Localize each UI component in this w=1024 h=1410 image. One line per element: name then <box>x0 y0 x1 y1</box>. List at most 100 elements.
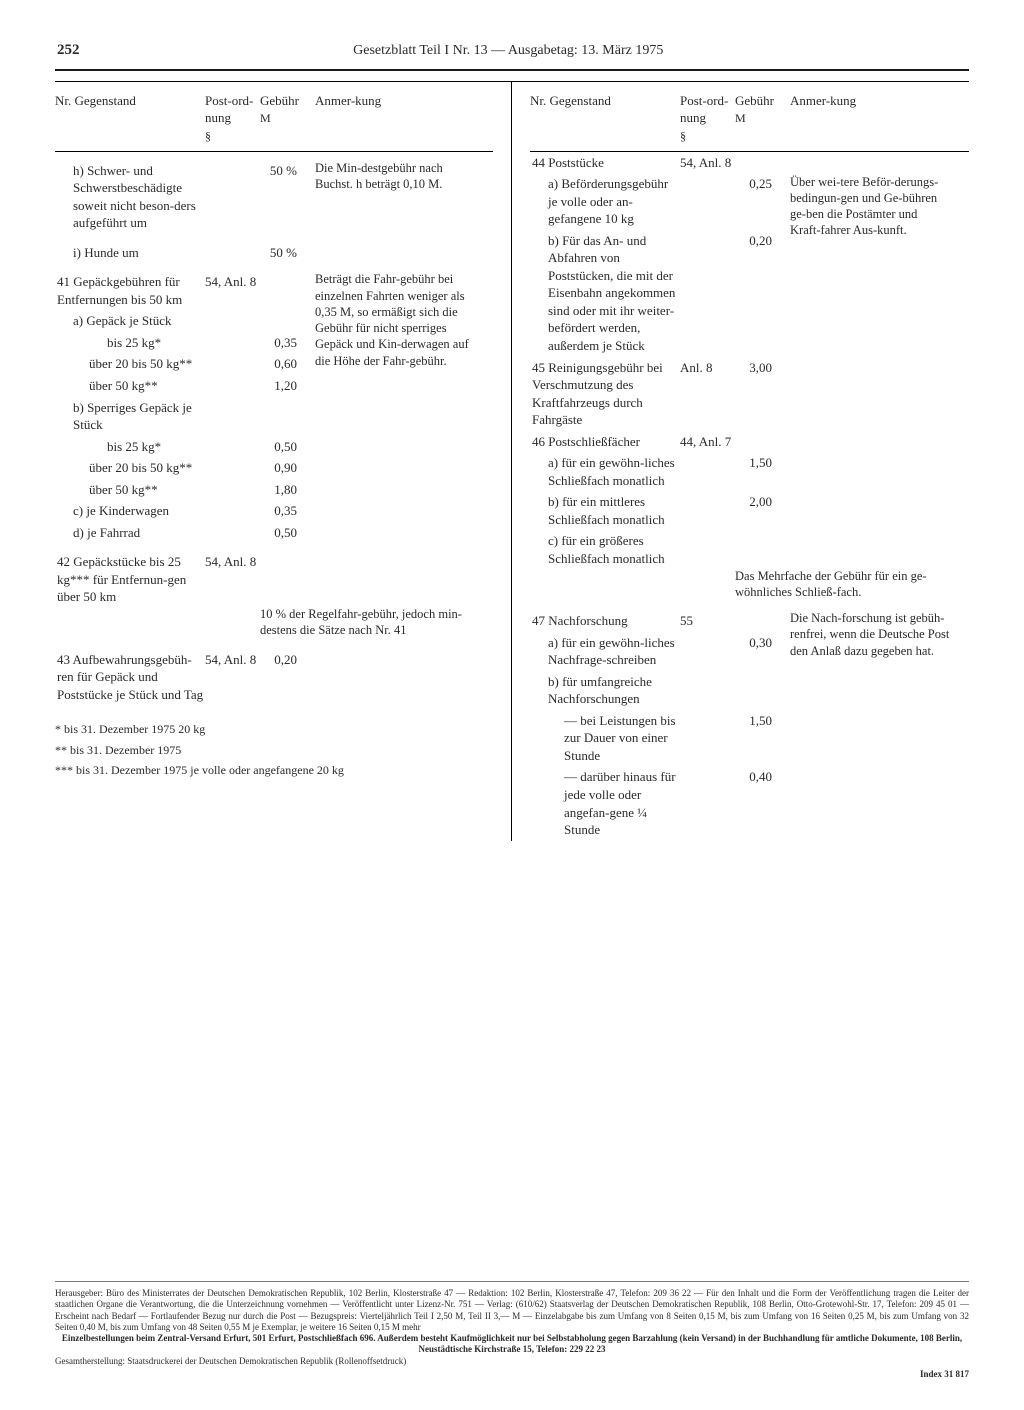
footnote-2: ** bis 31. Dezember 1975 <box>55 740 493 760</box>
fee-41a2: 0,60 <box>260 355 315 373</box>
hdr-gegenstand-r: Gegenstand <box>550 93 611 108</box>
hdr-gebuehr: Gebühr <box>260 93 299 108</box>
row-45: 45 Reinigungsgebühr bei Verschmutzung de… <box>530 357 969 431</box>
hdr-gegenstand: Gegenstand <box>75 93 136 108</box>
note-44: Über wei-tere Beför-derungs-bedingun-gen… <box>790 174 950 239</box>
row-44b: b) Für das An- und Abfahren von Poststüc… <box>530 230 969 357</box>
label-41a1: bis 25 kg* <box>55 334 205 352</box>
header-rule <box>55 69 969 71</box>
fee-47a: 0,30 <box>735 634 790 652</box>
num-42: 42 <box>57 554 70 569</box>
row-i: i) Hunde um 50 % <box>55 242 493 264</box>
fee-41b3: 1,80 <box>260 481 315 499</box>
hdr-nr: Nr. <box>55 93 71 108</box>
label-46b: b) für ein mittleres Schließfach monatli… <box>530 493 680 528</box>
imprint-line2: Einzelbestellungen beim Zentral-Versand … <box>55 1333 969 1356</box>
row-43: 43 Aufbewahrungsgebüh-ren für Gepäck und… <box>55 649 493 706</box>
row-41b: b) Sperriges Gepäck je Stück <box>55 397 493 436</box>
label-47a: a) für ein gewöhn-liches Nachfrage-schre… <box>530 634 680 669</box>
fee-41a3: 1,20 <box>260 377 315 395</box>
label-43: Aufbewahrungsgebüh-ren für Gepäck und Po… <box>57 652 203 702</box>
num-46: 46 <box>532 434 545 449</box>
right-column: Nr. Gegenstand Post-ord-nung § Gebühr M An… <box>512 82 969 841</box>
fee-41b2: 0,90 <box>260 459 315 477</box>
label-42: Gepäckstücke bis 25 kg*** für Entfernun-… <box>57 554 186 604</box>
label-46a: a) für ein gewöhn-liches Schließfach mon… <box>530 454 680 489</box>
label-i: i) Hunde um <box>55 244 205 262</box>
note-h: Die Min-destgebühr nach Buchst. h beträg… <box>315 160 475 193</box>
row-41b3: über 50 kg** 1,80 <box>55 479 493 501</box>
row-46a: a) für ein gewöhn-liches Schließfach mon… <box>530 452 969 491</box>
ord-42: 54, Anl. 8 <box>205 553 260 571</box>
fee-44a: 0,25 <box>735 175 790 193</box>
label-47b2: — darüber hinaus für jede volle oder ang… <box>530 768 680 838</box>
label-41c: c) je Kinderwagen <box>55 502 205 520</box>
hdr-anmerkung: Anmer-kung <box>315 92 493 145</box>
ord-41: 54, Anl. 8 <box>205 273 260 291</box>
ord-43: 54, Anl. 8 <box>205 651 260 669</box>
hdr-postordnung: Post-ord-nung <box>205 93 253 126</box>
table-header-left: Nr. Gegenstand Post-ord-nung§ GebührM An… <box>55 88 493 152</box>
note-46c: Das Mehrfache der Gebühr für ein ge-wöhn… <box>735 568 969 601</box>
fee-41d: 0,50 <box>260 524 315 542</box>
label-41d: d) je Fahrrad <box>55 524 205 542</box>
label-41: Gepäckgebühren für Entfernungen bis 50 k… <box>57 274 182 307</box>
note-41: Beträgt die Fahr-gebühr bei einzelnen Fa… <box>315 271 475 369</box>
hdr-paragraph-r: § <box>680 129 686 143</box>
row-41a3: über 50 kg** 1,20 <box>55 375 493 397</box>
label-41b1: bis 25 kg* <box>55 438 205 456</box>
row-42: 42 Gepäckstücke bis 25 kg*** für Entfern… <box>55 551 493 640</box>
num-43: 43 <box>57 652 70 667</box>
label-41b3: über 50 kg** <box>55 481 205 499</box>
ord-44: 54, Anl. 8 <box>680 154 735 172</box>
row-47b1: — bei Leistungen bis zur Dauer von einer… <box>530 710 969 767</box>
footnote-1: * bis 31. Dezember 1975 20 kg <box>55 719 493 739</box>
hdr-m-r: M <box>735 111 746 125</box>
row-41c: c) je Kinderwagen 0,35 <box>55 500 493 522</box>
num-41: 41 <box>57 274 70 289</box>
footnotes: * bis 31. Dezember 1975 20 kg ** bis 31.… <box>55 719 493 780</box>
fee-h: 50 % <box>260 162 315 180</box>
ord-46: 44, Anl. 7 <box>680 433 735 451</box>
fee-46a: 1,50 <box>735 454 790 472</box>
row-47b: b) für umfangreiche Nachforschungen <box>530 671 969 710</box>
row-46c: c) für ein größeres Schließfach monatlic… <box>530 530 969 602</box>
label-41b2: über 20 bis 50 kg** <box>55 459 205 477</box>
label-h: h) Schwer- und Schwerstbeschädigte sowei… <box>55 162 205 232</box>
table-header-right: Nr. Gegenstand Post-ord-nung § Gebühr M An… <box>530 88 969 152</box>
note-42: 10 % der Regelfahr-gebühr, jedoch min-de… <box>260 606 493 639</box>
fee-46b: 2,00 <box>735 493 790 511</box>
label-45: Reinigungsgebühr bei Verschmutzung des K… <box>532 360 663 428</box>
fee-47b2: 0,40 <box>735 768 790 786</box>
footnote-3: *** bis 31. Dezember 1975 je volle oder … <box>55 760 493 780</box>
row-44: 44 Poststücke 54, Anl. 8 <box>530 152 969 174</box>
imprint-line3: Gesamtherstellung: Staatsdruckerei der D… <box>55 1356 969 1367</box>
fee-i: 50 % <box>260 244 315 262</box>
label-44a: a) Beförderungsgebühr je volle oder an-g… <box>530 175 680 228</box>
fee-41a1: 0,35 <box>260 334 315 352</box>
label-46c: c) für ein größeres Schließfach monatlic… <box>530 532 680 567</box>
hdr-anmerkung-r: Anmer-kung <box>790 92 969 145</box>
fee-47b1: 1,50 <box>735 712 790 730</box>
label-44: Poststücke <box>548 155 604 170</box>
label-41b: b) Sperriges Gepäck je Stück <box>55 399 205 434</box>
hdr-nr-r: Nr. <box>530 93 546 108</box>
note-47: Die Nach-forschung ist gebüh-renfrei, we… <box>790 610 950 659</box>
hdr-postordnung-r: Post-ord-nung <box>680 93 728 126</box>
row-46: 46 Postschließfächer 44, Anl. 7 <box>530 431 969 453</box>
fee-45: 3,00 <box>735 359 790 377</box>
fee-41c: 0,35 <box>260 502 315 520</box>
page-header: 252 Gesetzblatt Teil I Nr. 13 — Ausgabet… <box>55 40 969 61</box>
imprint-line1: Herausgeber: Büro des Ministerrates der … <box>55 1288 969 1333</box>
num-44: 44 <box>532 155 545 170</box>
fee-43: 0,20 <box>260 651 315 669</box>
label-41a3: über 50 kg** <box>55 377 205 395</box>
label-41a2: über 20 bis 50 kg** <box>55 355 205 373</box>
hdr-m: M <box>260 111 271 125</box>
num-47: 47 <box>532 613 545 628</box>
running-head: Gesetzblatt Teil I Nr. 13 — Ausgabetag: … <box>80 42 938 61</box>
row-46b: b) für ein mittleres Schließfach monatli… <box>530 491 969 530</box>
label-47: Nachforschung <box>548 613 627 628</box>
hdr-gebuehr-r: Gebühr <box>735 93 774 108</box>
fee-41b1: 0,50 <box>260 438 315 456</box>
